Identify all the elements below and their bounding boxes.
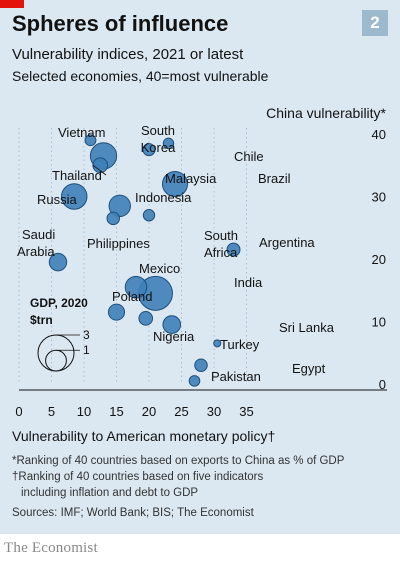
size-legend-label-1: 1 [83, 343, 90, 357]
data-label-south-korea-1: Korea [141, 140, 176, 155]
brand-red-tab [0, 0, 24, 8]
x-tick-label-0: 0 [15, 404, 22, 419]
data-label-pakistan: Pakistan [211, 369, 261, 384]
bubble-indonesia [108, 194, 131, 218]
data-label-indonesia: Indonesia [135, 190, 192, 205]
bubble-argentina [226, 242, 241, 257]
bubble-brazil [161, 170, 189, 198]
x-axis-title: Vulnerability to American monetary polic… [12, 428, 276, 444]
data-label-russia: Russia [37, 192, 78, 207]
y-tick-label-30: 30 [372, 190, 386, 205]
data-label-poland: Poland [112, 289, 152, 304]
data-label-turkey: Turkey [220, 337, 260, 352]
data-label-south-africa-1: Africa [204, 245, 238, 260]
y-tick-label-40: 40 [372, 127, 386, 142]
y-tick-label-10: 10 [372, 315, 386, 330]
size-legend-label-3: 3 [83, 328, 90, 342]
x-tick-label-5: 5 [48, 404, 55, 419]
data-label-nigeria: Nigeria [153, 329, 195, 344]
data-label-saudi-arabia-1: Arabia [17, 244, 55, 259]
bubble-saudi-arabia [48, 252, 68, 272]
x-tick-label-30: 30 [207, 404, 221, 419]
data-label-sri-lanka: Sri Lanka [279, 320, 335, 335]
scatter-plot: 0 10 20 30 40 0 5 10 15 20 25 30 35 Vietnam South Korea… [15, 123, 387, 419]
footnote-china: *Ranking of 40 countries based on export… [12, 455, 345, 467]
bubble-vietnam [84, 134, 97, 147]
data-label-malaysia: Malaysia [165, 171, 217, 186]
footnote-us-cont: including inflation and debt to GDP [21, 487, 199, 499]
economist-logo: The Economist [4, 540, 98, 556]
data-label-brazil: Brazil [258, 171, 291, 186]
leader-line-thailand [92, 164, 107, 176]
data-label-vietnam: Vietnam [58, 125, 105, 140]
size-legend-circle-3 [37, 334, 75, 372]
chart-subtitle-note: Selected economies, 40=most vulnerable [12, 68, 269, 84]
bubble-south-africa [142, 209, 156, 222]
size-legend-unit: $trn [30, 313, 53, 327]
bubble-poland [107, 303, 126, 321]
data-label-egypt: Egypt [292, 361, 326, 376]
x-tick-label-10: 10 [77, 404, 91, 419]
bubble-philippines [106, 211, 120, 226]
data-label-saudi-arabia: Saudi [22, 227, 55, 242]
chart-subtitle: Vulnerability indices, 2021 or latest [12, 46, 244, 63]
data-label-chile: Chile [234, 149, 264, 164]
chart-panel [0, 0, 400, 534]
data-label-south-africa: South [204, 228, 238, 243]
y-tick-label-0: 0 [379, 377, 386, 392]
chart-number-badge: 2 [362, 10, 388, 36]
data-label-india: India [234, 275, 263, 290]
bubble-sri-lanka [213, 339, 222, 348]
x-tick-label-35: 35 [239, 404, 253, 419]
y-axis-title: China vulnerability* [266, 105, 386, 121]
bubble-malaysia [142, 143, 156, 157]
chart-title: Spheres of influence [12, 11, 229, 36]
footnote-us: †Ranking of 40 countries based on five i… [12, 471, 264, 483]
sources-note: Sources: IMF; World Bank; BIS; The Econo… [12, 507, 254, 519]
data-label-philippines: Philippines [87, 236, 150, 251]
data-label-mexico: Mexico [139, 261, 180, 276]
data-label-argentina: Argentina [259, 235, 315, 250]
x-tick-label-25: 25 [174, 404, 188, 419]
y-tick-label-20: 20 [372, 252, 386, 267]
x-tick-label-15: 15 [109, 404, 123, 419]
bubble-nigeria [138, 311, 154, 326]
data-label-thailand: Thailand [52, 168, 102, 183]
data-label-south-korea: South [141, 123, 175, 138]
size-legend-circle-1 [45, 349, 67, 372]
size-legend-title: GDP, 2020 [30, 296, 88, 310]
bubble-russia [61, 183, 88, 210]
bubble-mexico [124, 275, 148, 299]
bubble-turkey [162, 315, 182, 334]
bubble-chile [162, 137, 175, 150]
bubble-egypt [194, 358, 208, 372]
x-tick-label-20: 20 [142, 404, 156, 419]
bubble-pakistan [188, 375, 201, 387]
